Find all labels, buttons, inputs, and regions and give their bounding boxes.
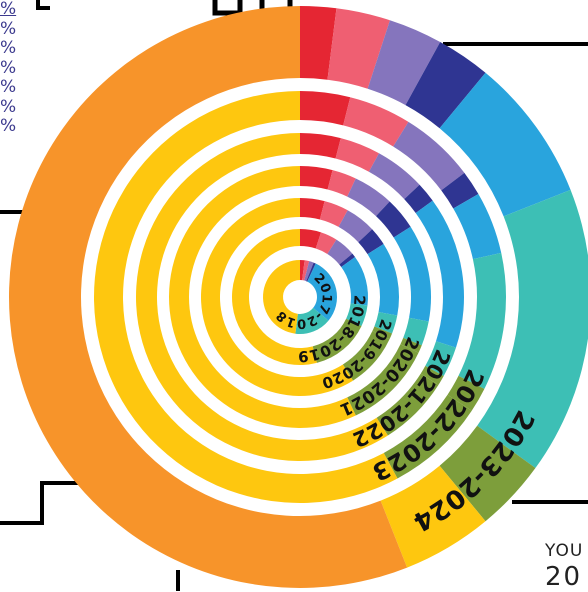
ring-segment	[367, 20, 441, 106]
ring-segment	[376, 373, 439, 436]
ring-segment	[343, 97, 409, 147]
ring-segment	[319, 201, 348, 227]
ring-segment	[300, 198, 325, 220]
legend-percent: %	[0, 0, 17, 19]
connector-line	[443, 42, 588, 60]
ring-segment	[94, 91, 398, 504]
ring-segment	[295, 307, 329, 334]
ring-segment	[338, 210, 373, 243]
ring-segment	[262, 260, 300, 334]
ring-segment	[375, 201, 411, 238]
connector-line	[0, 481, 110, 525]
ring-segment	[135, 133, 388, 461]
ring-segment	[447, 375, 485, 411]
ring-segment	[300, 229, 322, 249]
ring-segment	[327, 8, 390, 89]
connector-line	[212, 0, 243, 16]
ring-segment	[200, 198, 354, 396]
ring-segment	[300, 6, 337, 80]
ring-segment	[341, 257, 368, 306]
ring-segment	[302, 260, 310, 281]
ring-segment	[477, 189, 588, 469]
ring-segment	[458, 252, 507, 389]
legend-percent: %	[0, 116, 17, 136]
ring-segment	[372, 326, 393, 340]
ring-segment	[425, 341, 456, 377]
ring-segment	[346, 303, 368, 326]
ring-segments	[9, 6, 588, 588]
ring-segment	[304, 261, 314, 282]
connector-line	[36, 0, 50, 10]
ring-segment	[439, 72, 571, 217]
legend-percent: %	[0, 77, 17, 97]
ring-segment	[327, 239, 353, 265]
ring-segment	[335, 138, 380, 172]
ring-segment	[300, 260, 305, 281]
ring-segment	[347, 344, 419, 416]
ring-segment	[393, 226, 431, 322]
ring-segment	[415, 200, 464, 348]
ring-segment	[342, 331, 390, 381]
legend-percent: %	[0, 96, 17, 117]
ring-segment	[400, 337, 422, 353]
legend-percent: %	[0, 18, 17, 39]
ring-segment	[403, 317, 429, 346]
ring-segment	[315, 232, 337, 254]
legend-percent: %	[0, 57, 17, 78]
ring-segment	[441, 172, 479, 209]
ring-segment	[374, 311, 398, 334]
ring-segment	[405, 41, 486, 129]
ring-segment	[367, 243, 399, 316]
corner-text-line1: YOU	[545, 541, 584, 561]
ring-segment	[339, 253, 356, 268]
ring-segment	[393, 121, 465, 191]
ring-segment	[9, 6, 408, 588]
ring-segment	[439, 425, 536, 522]
corner-text: YOU 20	[545, 540, 583, 592]
ring-segment	[347, 178, 390, 217]
ring-segment	[420, 365, 444, 385]
ring-segment	[168, 165, 356, 428]
ring-segment	[453, 194, 502, 260]
legend-percentages: % % % % % % %	[0, 0, 30, 137]
ring-segment	[327, 170, 356, 197]
ring-segment	[232, 229, 317, 365]
ring-segment	[300, 166, 333, 190]
legend-percent: %	[0, 38, 17, 58]
corner-text-line2: 20	[545, 562, 583, 592]
ring-segment	[312, 318, 362, 363]
ring-segment	[300, 133, 341, 159]
ring-segment	[300, 91, 351, 126]
ring-segment	[368, 153, 420, 200]
ring-segment	[306, 262, 316, 282]
ring-segment	[358, 229, 384, 255]
ring-segment	[380, 465, 486, 568]
ring-segment	[307, 263, 338, 321]
ring-segment	[383, 394, 472, 479]
ring-segment	[404, 184, 433, 213]
